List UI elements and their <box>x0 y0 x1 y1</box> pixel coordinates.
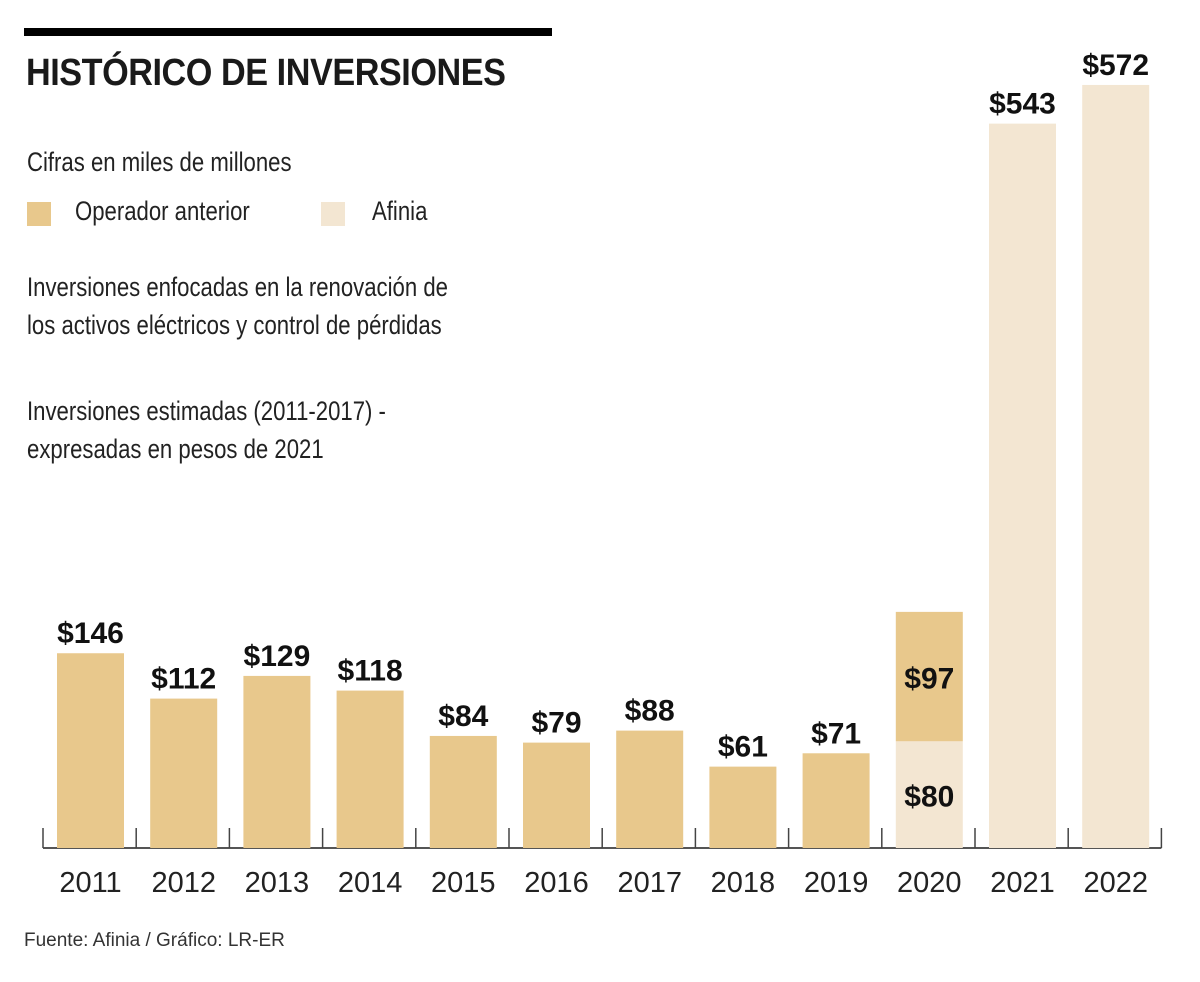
note-renovacion-line-2: los activos eléctricos y control de pérd… <box>27 310 442 340</box>
value-label-2020-afinia: $80 <box>904 781 954 814</box>
bar-operador-2018 <box>709 766 777 848</box>
value-label-2011: $146 <box>57 617 124 650</box>
value-label-2018: $61 <box>718 731 768 764</box>
title-rule <box>24 28 552 36</box>
value-label-2014: $118 <box>338 655 403 688</box>
value-label-2020-operador: $97 <box>904 663 954 696</box>
legend-label-afinia: Afinia <box>372 196 428 226</box>
x-tick-label-2016: 2016 <box>524 867 589 899</box>
note-renovacion-line-1: Inversiones enfocadas en la renovación d… <box>27 272 448 302</box>
legend-label-operador: Operador anterior <box>75 196 250 226</box>
bar-afinia-2022 <box>1082 84 1150 848</box>
note-estimadas-line-2: expresadas en pesos de 2021 <box>27 434 324 464</box>
value-label-2012: $112 <box>151 663 216 696</box>
bar-afinia-2021 <box>989 123 1056 848</box>
x-tick-label-2022: 2022 <box>1083 867 1148 899</box>
value-label-2016: $79 <box>531 707 581 740</box>
bar-operador-2012 <box>150 698 218 848</box>
value-label-2021: $543 <box>989 88 1056 121</box>
value-label-2017: $88 <box>625 695 675 728</box>
x-tick-label-2020: 2020 <box>897 867 962 899</box>
bar-operador-2015 <box>429 735 497 848</box>
legend-swatch-operador <box>27 202 51 226</box>
value-label-2015: $84 <box>438 700 488 733</box>
units-note: Cifras en miles de millones <box>27 147 292 177</box>
x-tick-label-2013: 2013 <box>245 867 310 899</box>
x-tick-label-2021: 2021 <box>990 867 1055 899</box>
value-label-2019: $71 <box>811 717 861 750</box>
bar-operador-2019 <box>802 753 870 848</box>
x-tick-label-2015: 2015 <box>431 867 496 899</box>
x-tick-label-2018: 2018 <box>711 867 776 899</box>
source-note: Fuente: Afinia / Gráfico: LR-ER <box>24 930 285 951</box>
bar-operador-2016 <box>523 742 590 848</box>
bar-operador-2011 <box>57 653 124 848</box>
bar-afinia-2020 <box>895 741 963 848</box>
x-tick-label-2019: 2019 <box>804 867 869 899</box>
bar-operador-2017 <box>616 730 684 848</box>
note-estimadas-line-1: Inversiones estimadas (2011-2017) - <box>27 396 386 426</box>
x-tick-label-2011: 2011 <box>59 867 121 899</box>
x-tick-label-2014: 2014 <box>338 867 403 899</box>
value-label-2022: $572 <box>1082 49 1149 82</box>
bar-operador-2020 <box>895 611 963 742</box>
legend-swatch-afinia <box>321 202 345 226</box>
chart-title: HISTÓRICO DE INVERSIONES <box>26 52 506 94</box>
bar-operador-2013 <box>243 675 311 848</box>
bar-operador-2014 <box>336 690 404 848</box>
x-tick-label-2017: 2017 <box>617 867 682 899</box>
x-tick-label-2012: 2012 <box>151 867 216 899</box>
value-label-2013: $129 <box>244 640 311 673</box>
